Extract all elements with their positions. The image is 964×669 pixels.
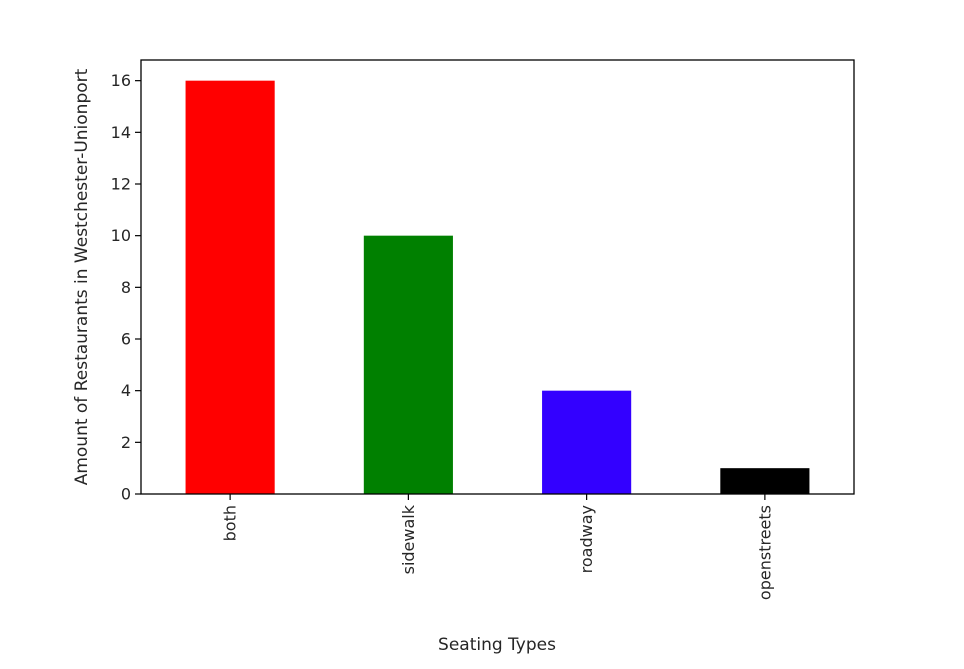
y-tick-label: 2 [121, 433, 131, 452]
x-tick-label: roadway [577, 505, 596, 573]
y-tick-label: 0 [121, 485, 131, 504]
x-axis: both sidewalk roadway openstreets [221, 494, 774, 600]
y-tick-label: 4 [121, 381, 131, 400]
y-tick-label: 16 [111, 71, 131, 90]
bars-group [185, 80, 810, 495]
x-tick-label: openstreets [755, 505, 774, 600]
y-axis: 0 2 4 6 8 10 12 14 16 [111, 71, 141, 504]
y-tick-label: 8 [121, 278, 131, 297]
x-axis-label: Seating Types [438, 635, 556, 655]
plot-frame [140, 59, 855, 495]
x-tick-label: sidewalk [399, 504, 418, 574]
y-axis-label: Amount of Restaurants in Westchester-Uni… [72, 68, 92, 485]
y-tick-label: 12 [111, 175, 131, 194]
bar-both [185, 80, 275, 495]
x-tick-label: both [221, 505, 240, 541]
bar-openstreets [720, 468, 810, 494]
y-tick-label: 10 [111, 226, 131, 245]
y-tick-label: 14 [111, 123, 131, 142]
y-tick-label: 6 [121, 330, 131, 349]
bar-sidewalk [363, 235, 453, 495]
bar-roadway [542, 390, 632, 494]
